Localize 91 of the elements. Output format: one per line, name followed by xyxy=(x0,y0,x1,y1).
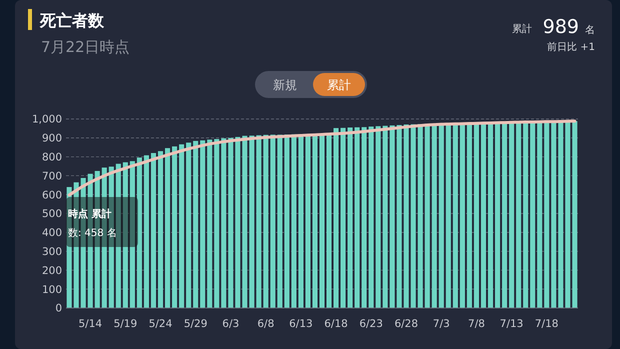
bar xyxy=(452,123,458,308)
bar xyxy=(277,134,282,308)
text: 累計 xyxy=(327,78,351,92)
bar xyxy=(382,126,388,308)
x-tick-label: 6/8 xyxy=(257,318,274,330)
bar xyxy=(186,142,192,308)
bar xyxy=(438,124,444,308)
bar xyxy=(537,122,542,308)
y-tick-label: 800 xyxy=(42,151,62,164)
bar xyxy=(495,122,500,308)
bar xyxy=(368,126,374,308)
bar xyxy=(136,158,142,308)
bar xyxy=(312,134,318,308)
bar xyxy=(502,122,508,308)
bar xyxy=(298,134,304,308)
bar xyxy=(263,134,268,308)
x-tick-label: 7/18 xyxy=(534,318,558,330)
text: 新規 xyxy=(273,78,297,92)
bar xyxy=(165,148,170,308)
x-tick-label: 7/13 xyxy=(500,318,524,330)
bar xyxy=(249,136,254,308)
annotation: 数: 458 名 xyxy=(68,227,117,239)
x-tick-label: 5/14 xyxy=(78,318,102,330)
y-tick-label: 900 xyxy=(42,132,62,145)
x-tick-label: 6/23 xyxy=(359,318,383,330)
bar xyxy=(228,138,234,308)
bar xyxy=(410,124,416,308)
bar xyxy=(179,144,184,308)
x-tick-label: 6/3 xyxy=(222,318,240,330)
bar xyxy=(284,134,290,308)
text: 累計 xyxy=(512,23,532,35)
text: 前日比 +1 xyxy=(547,41,595,53)
bar xyxy=(122,162,128,308)
bar xyxy=(214,139,220,308)
x-tick-label: 6/28 xyxy=(394,318,418,330)
bar xyxy=(362,127,367,308)
bar xyxy=(200,140,206,308)
bar xyxy=(291,134,296,308)
y-tick-label: 1,000 xyxy=(32,114,62,126)
bar xyxy=(488,122,494,308)
bar xyxy=(193,140,198,308)
y-tick-label: 0 xyxy=(55,302,62,315)
bar xyxy=(551,122,556,308)
bar xyxy=(130,161,135,308)
bar xyxy=(221,138,226,308)
bar xyxy=(460,123,465,308)
bar xyxy=(319,134,325,308)
y-tick-label: 300 xyxy=(42,246,62,258)
x-tick-label: 5/29 xyxy=(184,318,208,330)
bar xyxy=(544,122,550,308)
chart-title: 死亡者数 xyxy=(39,11,105,30)
bar xyxy=(509,122,514,308)
y-tick-label: 500 xyxy=(42,208,62,220)
bar xyxy=(348,128,353,308)
bar xyxy=(270,134,276,308)
x-tick-label: 5/19 xyxy=(114,318,138,330)
y-tick-label: 200 xyxy=(42,264,62,277)
bar xyxy=(207,140,212,308)
bar xyxy=(418,124,423,308)
chart-subtitle: 7月22日時点 xyxy=(41,38,130,56)
bar xyxy=(480,122,486,308)
x-tick-label: 7/3 xyxy=(432,318,450,330)
bar xyxy=(424,124,430,308)
bar xyxy=(516,122,522,308)
bar xyxy=(354,127,360,308)
bar xyxy=(172,146,178,308)
bar xyxy=(376,126,381,308)
y-tick-label: 700 xyxy=(42,170,62,182)
bar xyxy=(144,155,149,308)
bar xyxy=(340,128,346,308)
bar xyxy=(334,128,339,308)
bar xyxy=(390,125,395,308)
line-series xyxy=(68,120,576,196)
bar xyxy=(326,134,332,308)
annotation: 時点 累計 xyxy=(68,208,112,220)
y-tick-label: 600 xyxy=(42,189,62,202)
bar xyxy=(116,164,121,308)
text: 989 xyxy=(542,16,579,38)
y-tick-label: 100 xyxy=(42,284,62,296)
x-tick-label: 7/8 xyxy=(468,318,485,330)
bar xyxy=(474,122,479,308)
text: 名 xyxy=(585,24,595,36)
x-tick-label: 5/24 xyxy=(148,318,173,330)
x-tick-label: 6/13 xyxy=(289,318,313,330)
bar xyxy=(523,122,528,308)
bar xyxy=(530,122,536,308)
bar xyxy=(158,151,164,308)
bar xyxy=(256,135,262,308)
x-tick-label: 6/18 xyxy=(324,318,348,330)
y-tick-label: 400 xyxy=(42,227,62,240)
bar xyxy=(150,153,156,308)
